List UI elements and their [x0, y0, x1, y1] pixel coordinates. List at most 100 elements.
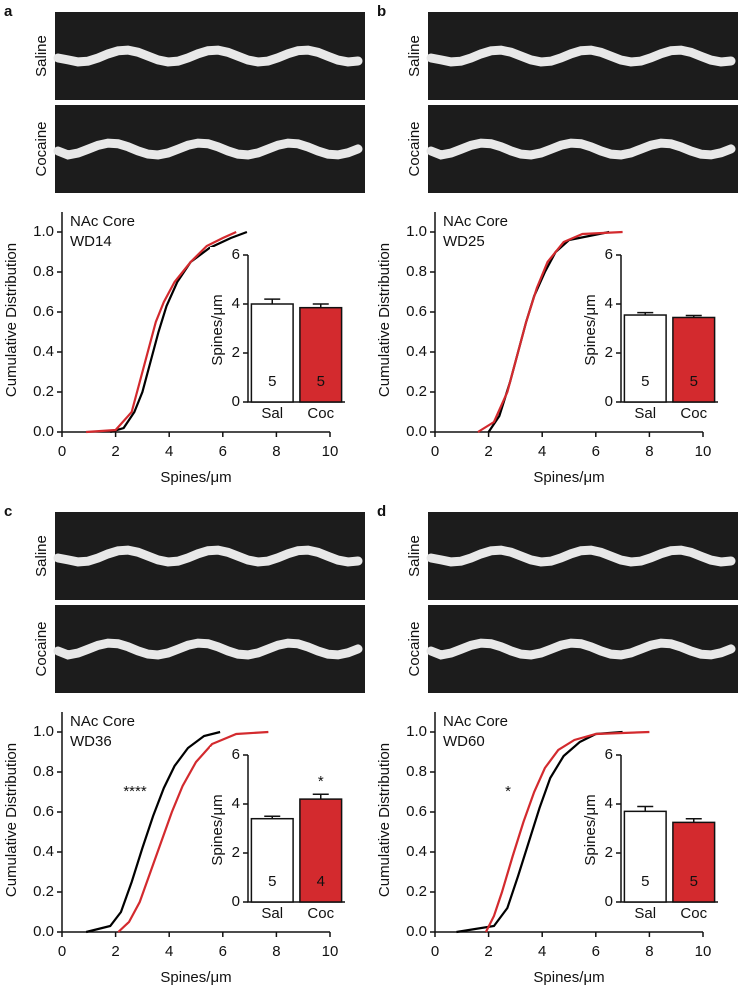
- y-tick-label: 4: [605, 795, 613, 812]
- y-tick-label: 0.0: [406, 423, 427, 440]
- image-label: Cocaine: [33, 121, 50, 176]
- y-tick-label: 2: [605, 844, 613, 861]
- y-tick-label: 1.0: [33, 723, 54, 740]
- y-tick-label: 6: [605, 746, 613, 763]
- y-axis-label: Spines/μm: [209, 794, 226, 865]
- dendrite: [53, 545, 363, 567]
- y-tick-label: 4: [605, 295, 613, 312]
- x-axis-label: Spines/μm: [160, 969, 231, 985]
- n-label: 5: [268, 873, 276, 890]
- x-tick-label: Coc: [307, 405, 334, 422]
- x-tick-label: 10: [322, 443, 339, 460]
- x-tick-label: 4: [538, 943, 546, 960]
- x-tick-label: Sal: [261, 905, 283, 922]
- y-axis-label: Cumulative Distribution: [376, 243, 393, 397]
- annotation: WD14: [70, 233, 112, 250]
- bar: [672, 316, 716, 403]
- x-tick-label: 4: [538, 443, 546, 460]
- y-tick-label: 0.0: [33, 923, 54, 940]
- cdf-line: [85, 730, 221, 934]
- x-tick-label: 8: [645, 943, 653, 960]
- bar: [299, 798, 343, 903]
- image-label: Saline: [33, 35, 50, 77]
- panel-label: a: [4, 3, 13, 20]
- dendrite: [426, 138, 736, 160]
- cdf-line: [109, 230, 248, 434]
- n-label: 5: [317, 373, 325, 390]
- x-axis-label: Spines/μm: [160, 469, 231, 486]
- y-tick-label: 0: [232, 893, 240, 910]
- y-tick-label: 4: [232, 795, 240, 812]
- bar: [250, 817, 294, 903]
- x-tick-label: 10: [695, 443, 712, 460]
- panel-label: c: [4, 503, 12, 520]
- dendrite: [426, 45, 736, 67]
- x-tick-label: Coc: [307, 905, 334, 922]
- annotation: NAc Core: [443, 713, 508, 730]
- x-tick-label: 8: [272, 943, 280, 960]
- y-tick-label: 1.0: [33, 223, 54, 240]
- image-label: Cocaine: [406, 121, 423, 176]
- dendrite: [53, 45, 363, 67]
- y-tick-label: 0.8: [33, 763, 54, 780]
- x-axis-label: Spines/μm: [533, 469, 604, 486]
- y-tick-label: 0.4: [406, 843, 427, 860]
- x-tick-label: Sal: [634, 905, 656, 922]
- y-axis-label: Spines/μm: [582, 794, 599, 865]
- y-axis-label: Spines/μm: [209, 294, 226, 365]
- n-label: 5: [690, 873, 698, 890]
- annotation: WD60: [443, 733, 485, 750]
- bar: [623, 314, 667, 403]
- x-tick-label: 10: [695, 943, 712, 960]
- bar: [299, 306, 343, 403]
- y-axis-label: Cumulative Distribution: [3, 243, 20, 397]
- image-label: Saline: [406, 35, 423, 77]
- y-tick-label: 0.6: [406, 803, 427, 820]
- x-tick-label: 2: [484, 943, 492, 960]
- bar: [250, 303, 294, 403]
- dendrite: [53, 138, 363, 160]
- dendrite: [426, 638, 736, 660]
- annotation: NAc Core: [70, 213, 135, 230]
- n-label: 5: [690, 373, 698, 390]
- x-tick-label: Sal: [261, 405, 283, 422]
- annotation: WD25: [443, 233, 485, 250]
- significance: *: [505, 783, 511, 800]
- bar: [672, 821, 716, 903]
- cdf-line: [477, 230, 623, 433]
- x-tick-label: 6: [219, 443, 227, 460]
- x-tick-label: 4: [165, 943, 173, 960]
- y-tick-label: 0.8: [406, 263, 427, 280]
- y-tick-label: 2: [232, 844, 240, 861]
- panel-label: b: [377, 3, 386, 20]
- image-label: Cocaine: [406, 621, 423, 676]
- x-tick-label: Coc: [680, 405, 707, 422]
- y-tick-label: 0.6: [33, 803, 54, 820]
- y-tick-label: 0.8: [33, 263, 54, 280]
- x-tick-label: 2: [111, 943, 119, 960]
- y-tick-label: 6: [232, 246, 240, 263]
- y-tick-label: 0.2: [406, 883, 427, 900]
- y-tick-label: 0: [605, 393, 613, 410]
- x-tick-label: 10: [322, 943, 339, 960]
- x-tick-label: Sal: [634, 405, 656, 422]
- significance: ****: [123, 783, 147, 800]
- y-tick-label: 0.2: [33, 383, 54, 400]
- x-tick-label: 2: [484, 443, 492, 460]
- x-tick-label: 0: [431, 943, 439, 960]
- annotation: NAc Core: [443, 213, 508, 230]
- y-tick-label: 0.4: [406, 343, 427, 360]
- y-tick-label: 1.0: [406, 723, 427, 740]
- x-tick-label: 6: [592, 943, 600, 960]
- x-tick-label: 2: [111, 443, 119, 460]
- x-tick-label: 6: [219, 943, 227, 960]
- y-tick-label: 0.0: [33, 423, 54, 440]
- x-tick-label: Coc: [680, 905, 707, 922]
- n-label: 5: [268, 373, 276, 390]
- y-tick-label: 0.0: [406, 923, 427, 940]
- y-tick-label: 0.4: [33, 343, 54, 360]
- x-tick-label: 6: [592, 443, 600, 460]
- y-tick-label: 0.8: [406, 763, 427, 780]
- y-tick-label: 0.6: [33, 303, 54, 320]
